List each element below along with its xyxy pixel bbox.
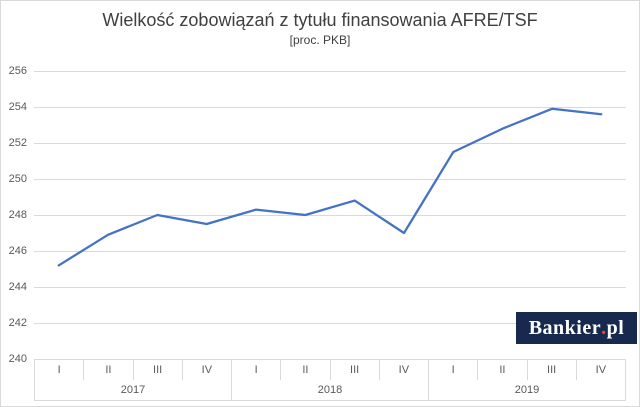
y-tick-label: 246 [8, 245, 27, 257]
quarter-row: I II III IV [429, 360, 625, 380]
quarter-tick-label: II [281, 360, 331, 380]
year-tick-label: 2017 [120, 384, 146, 396]
y-tick-label: 242 [8, 317, 27, 329]
y-tick-label: 256 [8, 65, 27, 77]
logo-suffix: pl [606, 316, 625, 339]
quarter-tick-label: II [478, 360, 528, 380]
chart-title: Wielkość zobowiązań z tytułu finansowani… [102, 10, 538, 30]
quarter-row: I II III IV [232, 360, 428, 380]
quarter-tick-label: II [84, 360, 134, 380]
chart-subtitle: [proc. PKB] [289, 33, 351, 47]
quarter-tick-label: I [232, 360, 282, 380]
logo-dot: . [601, 316, 607, 339]
y-tick-label: 252 [8, 137, 27, 149]
y-tick-label: 254 [8, 101, 27, 113]
gridline [34, 107, 626, 108]
line-series-svg [57, 107, 603, 267]
series-line [57, 107, 603, 267]
quarter-tick-label: III [331, 360, 380, 380]
y-tick-label: 248 [8, 209, 27, 221]
quarter-tick-label: III [528, 360, 577, 380]
gridline [34, 71, 626, 72]
x-axis-year-group: I II III IV 2019 [429, 360, 625, 400]
bankier-logo: Bankier. pl [516, 312, 637, 344]
gridline [34, 215, 626, 216]
quarter-tick-label: IV [398, 364, 410, 376]
quarter-tick-label: I [429, 360, 479, 380]
x-axis: I II III IV 2017 I II III IV 2018 I II III IV 2019 [34, 359, 626, 401]
x-axis-year-group: I II III IV 2018 [232, 360, 429, 400]
plot-area [34, 71, 626, 359]
y-tick-label: 244 [8, 281, 27, 293]
gridline [34, 287, 626, 288]
gridline [34, 251, 626, 252]
gridline [34, 143, 626, 144]
year-tick-label: 2018 [317, 384, 343, 396]
y-axis-labels: 240 242 244 246 248 250 252 254 256 [1, 65, 30, 365]
y-tick-label: 240 [8, 353, 27, 365]
logo-text: Bankier [528, 316, 602, 339]
quarter-tick-label: IV [201, 364, 213, 376]
x-axis-year-group: I II III IV 2017 [35, 360, 232, 400]
gridline [34, 323, 626, 324]
quarter-tick-label: I [35, 360, 85, 380]
quarter-row: I II III IV [35, 360, 231, 380]
quarter-tick-label: IV [595, 364, 607, 376]
quarter-tick-label: III [134, 360, 183, 380]
gridline [34, 179, 626, 180]
y-tick-label: 250 [8, 173, 27, 185]
year-tick-label: 2019 [514, 384, 540, 396]
